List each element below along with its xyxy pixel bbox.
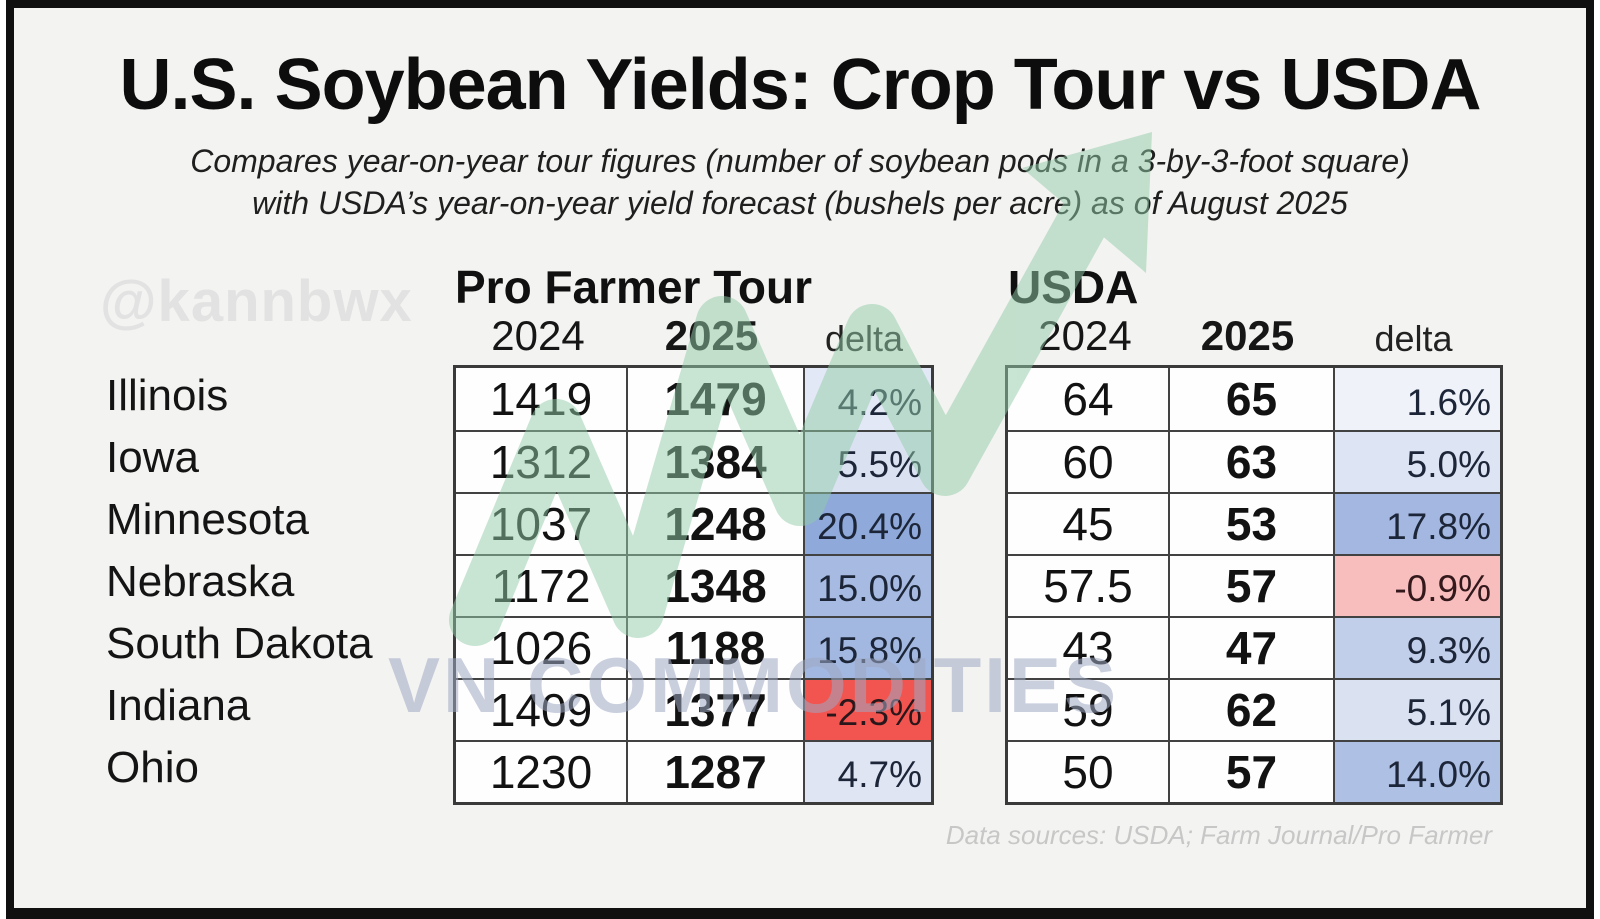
cell-usda-iowa-delta: 5.0% xyxy=(1333,430,1500,492)
cell-usda-illinois-y2025: 65 xyxy=(1168,368,1333,430)
state-label-iowa: Iowa xyxy=(106,433,199,482)
cell-pro-farmer-tour-south-dakota-delta: 15.8% xyxy=(803,616,931,678)
cell-pro-farmer-tour-indiana-delta: -2.3% xyxy=(803,678,931,740)
cell-usda-south-dakota-delta: 9.3% xyxy=(1333,616,1500,678)
usda-column-header-delta: delta xyxy=(1374,318,1453,359)
state-label-illinois: Illinois xyxy=(106,371,229,420)
data-sources-note: Data sources: USDA; Farm Journal/Pro Far… xyxy=(945,820,1492,850)
cell-pro-farmer-tour-iowa-y2025: 1384 xyxy=(626,430,803,492)
state-label-nebraska: Nebraska xyxy=(106,557,295,606)
state-label-south-dakota: South Dakota xyxy=(106,619,373,668)
cell-pro-farmer-tour-south-dakota-y2025: 1188 xyxy=(626,616,803,678)
cell-pro-farmer-tour-minnesota-delta: 20.4% xyxy=(803,492,931,554)
cell-pro-farmer-tour-illinois-y2025: 1479 xyxy=(626,368,803,430)
cell-usda-ohio-y2024: 50 xyxy=(1008,740,1168,802)
cell-pro-farmer-tour-minnesota-y2024: 1037 xyxy=(456,492,626,554)
cell-pro-farmer-tour-ohio-delta: 4.7% xyxy=(803,740,931,802)
table-pro-farmer-tour: 1419 1479 4.2% 1312 1384 5.5% 1037 1248 20.4% 117… xyxy=(453,365,934,805)
cell-pro-farmer-tour-nebraska-delta: 15.0% xyxy=(803,554,931,616)
state-label-minnesota: Minnesota xyxy=(106,495,310,544)
state-label-indiana: Indiana xyxy=(106,681,251,730)
cell-usda-minnesota-y2025: 53 xyxy=(1168,492,1333,554)
cell-usda-nebraska-y2025: 57 xyxy=(1168,554,1333,616)
usda-column-header-2024: 2024 xyxy=(1038,312,1132,359)
cell-pro-farmer-tour-nebraska-y2025: 1348 xyxy=(626,554,803,616)
cell-pro-farmer-tour-iowa-delta: 5.5% xyxy=(803,430,931,492)
cell-usda-ohio-delta: 14.0% xyxy=(1333,740,1500,802)
table-title-usda: USDA xyxy=(1008,261,1139,313)
cell-pro-farmer-tour-south-dakota-y2024: 1026 xyxy=(456,616,626,678)
cell-usda-nebraska-y2024: 57.5 xyxy=(1008,554,1168,616)
cell-usda-iowa-y2025: 63 xyxy=(1168,430,1333,492)
subtitle-line-2: with USDA’s year-on-year yield forecast … xyxy=(252,185,1348,222)
cell-usda-iowa-y2024: 60 xyxy=(1008,430,1168,492)
table-usda: 64 65 1.6% 60 63 5.0% 45 53 17.8% 57.5 57 -0.9% 43 47… xyxy=(1005,365,1503,805)
cell-usda-minnesota-y2024: 45 xyxy=(1008,492,1168,554)
page-title: U.S. Soybean Yields: Crop Tour vs USDA xyxy=(119,45,1482,125)
usda-column-header-2025: 2025 xyxy=(1200,312,1295,359)
cell-usda-indiana-y2024: 59 xyxy=(1008,678,1168,740)
subtitle: Compares year-on-year tour figures (numb… xyxy=(0,140,1600,224)
cell-pro-farmer-tour-nebraska-y2024: 1172 xyxy=(456,554,626,616)
cell-usda-indiana-y2025: 62 xyxy=(1168,678,1333,740)
state-label-ohio: Ohio xyxy=(106,743,199,792)
subtitle-line-1: Compares year-on-year tour figures (numb… xyxy=(190,143,1410,179)
cell-pro-farmer-tour-ohio-y2024: 1230 xyxy=(456,740,626,802)
pf-column-header-delta: delta xyxy=(824,318,904,359)
cell-pro-farmer-tour-ohio-y2025: 1287 xyxy=(626,740,803,802)
cell-usda-illinois-y2024: 64 xyxy=(1008,368,1168,430)
pf-column-header-2025: 2025 xyxy=(664,312,759,359)
cell-pro-farmer-tour-illinois-y2024: 1419 xyxy=(456,368,626,430)
cell-usda-south-dakota-y2025: 47 xyxy=(1168,616,1333,678)
cell-pro-farmer-tour-iowa-y2024: 1312 xyxy=(456,430,626,492)
cell-pro-farmer-tour-minnesota-y2025: 1248 xyxy=(626,492,803,554)
cell-usda-ohio-y2025: 57 xyxy=(1168,740,1333,802)
cell-pro-farmer-tour-illinois-delta: 4.2% xyxy=(803,368,931,430)
cell-usda-south-dakota-y2024: 43 xyxy=(1008,616,1168,678)
table-title-pro-farmer-tour: Pro Farmer Tour xyxy=(455,261,812,313)
cell-pro-farmer-tour-indiana-y2025: 1377 xyxy=(626,678,803,740)
cell-pro-farmer-tour-indiana-y2024: 1409 xyxy=(456,678,626,740)
state-column: Illinois Iowa Minnesota Nebraska South Dakot… xyxy=(106,365,373,799)
pf-column-header-2024: 2024 xyxy=(491,312,585,359)
cell-usda-indiana-delta: 5.1% xyxy=(1333,678,1500,740)
cell-usda-nebraska-delta: -0.9% xyxy=(1333,554,1500,616)
cell-usda-illinois-delta: 1.6% xyxy=(1333,368,1500,430)
cell-usda-minnesota-delta: 17.8% xyxy=(1333,492,1500,554)
